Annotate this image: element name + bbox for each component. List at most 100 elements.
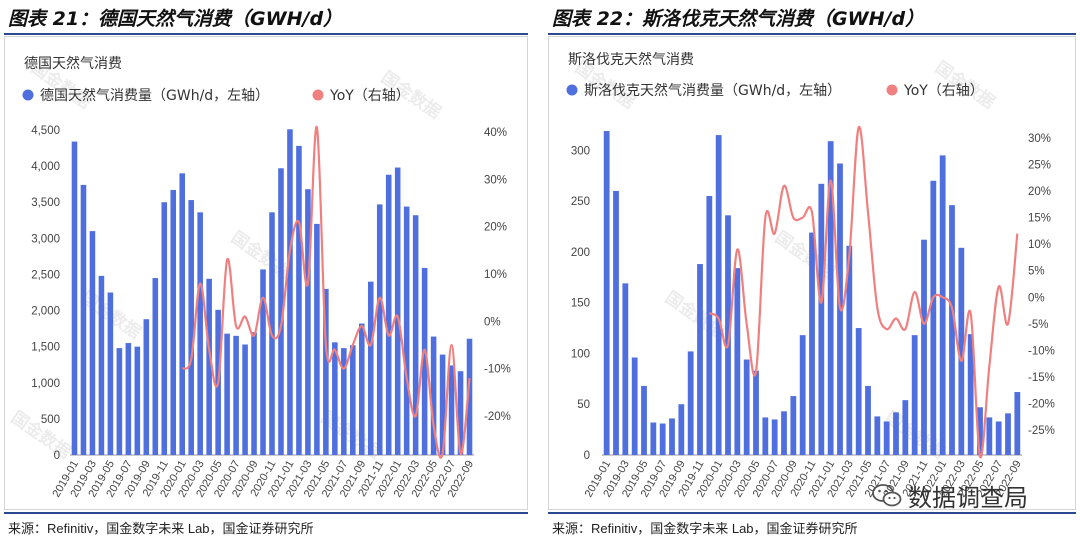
bar [457,371,464,455]
source-note: 来源：Refinitiv，国金数字未来 Lab，国金证券研究所 [8,521,314,536]
bar [224,333,230,455]
slovakia-gas-chart: 国金数据国金数据国金数据国金数据国金数据斯洛伐克天然气消费斯洛伐克天然气消费量（… [566,51,1055,499]
legend-bar-swatch [566,84,578,96]
bar [358,323,365,455]
y-left-tick-label: 200 [571,247,590,259]
y-right-tick-label: -20% [1028,398,1055,410]
bar [152,278,159,455]
bar [706,196,713,455]
bar [669,418,675,455]
y-left-tick-label: 1,000 [31,378,60,390]
y-right-tick-label: 5% [1028,266,1045,278]
bar [846,245,853,455]
bar [659,423,666,455]
bottom-rule [4,512,528,514]
bar [743,359,750,455]
bar [134,346,141,455]
y-right-tick-label: 15% [1028,213,1051,225]
bar [893,412,899,455]
top-rule [548,33,1076,35]
bar [260,269,266,455]
y-left-tick-label: 3,500 [31,197,60,209]
wechat-account-name: 数据调查局 [908,484,1028,512]
y-right-tick-label: 10% [484,269,507,281]
bar [697,264,703,455]
y-left-tick-label: 4,500 [31,125,60,137]
y-left-tick-label: 0 [54,450,60,462]
bar [296,145,302,455]
bar [1005,413,1011,455]
bar [874,416,881,455]
y-left-tick-label: 0 [584,450,590,462]
wechat-logo: 数据调查局 [872,478,1028,513]
legend-line-swatch [886,84,898,96]
bar [107,292,114,455]
bar [179,173,186,456]
bar [188,200,194,455]
bar [305,189,311,455]
y-left-tick-label: 250 [571,196,590,208]
bar [206,278,212,455]
bar [278,168,284,455]
bar [855,328,862,455]
bar [71,141,78,456]
bar [958,247,965,455]
y-left-tick-label: 50 [577,399,590,411]
bar [332,342,338,455]
bar [412,215,419,455]
bar [143,319,150,455]
y-left-tick-label: 3,000 [31,233,60,245]
bar [734,268,741,455]
figure-title: 图表 21：德国天然气消费（GWH/d） [8,8,343,30]
bar [799,335,806,455]
bar [350,345,356,455]
y-right-tick-label: -5% [1028,319,1048,331]
bar [986,417,993,455]
yoy-line [181,126,471,459]
bar [995,421,1002,455]
bar [430,336,437,455]
y-right-tick-label: 25% [1028,160,1051,172]
legend-line-swatch [312,89,324,101]
bar [790,396,797,455]
bar [323,288,329,455]
y-right-tick-label: -10% [1028,345,1055,357]
bar [197,212,203,455]
wechat-icon [872,483,902,506]
top-rule [4,33,528,35]
bar [603,131,610,455]
bar [448,365,455,455]
chart-panel-germany: 图表 21：德国天然气消费（GWH/d） 国金数据 国金数据 国金数据 国金数据 国金数… [0,0,532,541]
y-left-tick-label: 100 [571,348,590,360]
bar [125,343,132,455]
bar [921,239,927,455]
bar [242,344,248,455]
bar [466,338,473,455]
bar [930,180,937,455]
bar [251,332,257,455]
bar [161,202,168,455]
legend-bar-label: 德国天然气消费量（GWh/d，左轴） [40,87,269,104]
legend-line-label: YoY（右轴） [903,83,984,99]
source-note: 来源：Refinitiv，国金数字未来 Lab，国金证券研究所 [552,521,858,536]
bar [170,189,177,455]
bar [827,141,834,455]
bar [116,348,123,455]
bar [967,334,974,455]
y-right-tick-label: 20% [1028,186,1051,198]
y-left-tick-label: 2,500 [31,269,60,281]
bar [385,174,392,455]
y-left-tick-label: 1,500 [31,342,60,354]
bar [367,281,374,455]
y-left-tick-label: 150 [571,298,590,310]
bar [883,421,890,455]
y-left-tick-label: 300 [571,145,590,157]
y-right-tick-label: -20% [484,411,511,423]
bar [911,335,918,455]
y-right-tick-label: -15% [1028,372,1055,384]
bar [403,206,410,455]
bar [641,385,647,455]
legend-bar-label: 斯洛伐克天然气消费量（GWh/d，左轴） [584,82,841,99]
bar [977,407,983,455]
bar [233,335,239,455]
